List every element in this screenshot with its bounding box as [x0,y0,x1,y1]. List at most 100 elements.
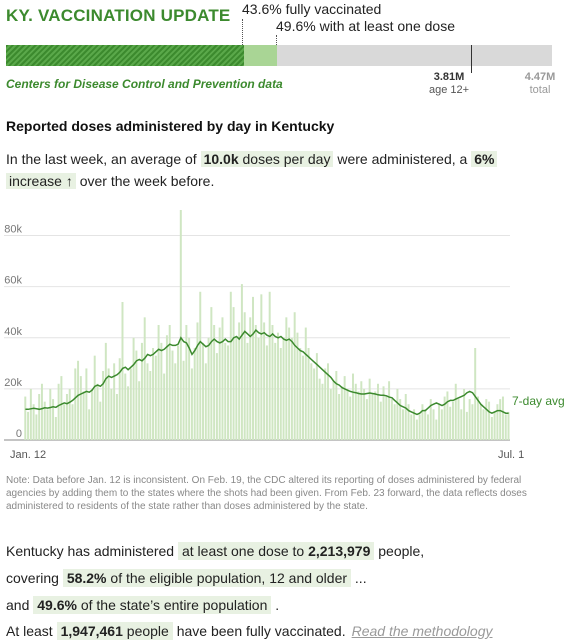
dose-bar [29,388,32,440]
dose-bar [438,404,441,440]
stat-text: covering [6,570,63,586]
dose-bar [482,409,485,440]
stat-text: Kentucky has administered [6,543,178,559]
dose-bar [52,399,55,440]
dose-bar [104,342,107,440]
dose-bar [232,307,235,440]
dose-bar [318,378,321,440]
dose-bar [465,411,468,440]
dose-bar [443,396,446,440]
dose-bar [160,342,163,440]
dose-bar [71,404,74,440]
dose-bar [132,337,135,440]
dose-bar [263,322,266,440]
dose-bar [271,325,274,440]
dose-bar [265,345,268,440]
dose-bar [246,342,249,440]
dose-bar [321,383,324,440]
dose-bar [68,388,71,440]
dose-bar [485,399,488,440]
dose-bar [46,409,49,440]
dose-bar [365,399,368,440]
eligible-pct: 58.2% [66,570,107,586]
dose-bar [88,409,91,440]
avg-doses-value: 10.0k [203,151,239,167]
dose-bar [371,394,374,440]
up-arrow-icon: ↑ [65,173,73,189]
dose-bar [243,312,246,440]
fully-vaccinated-count: 1,947,461 [60,623,123,639]
dose-bar [471,404,474,440]
fully-vaccinated-label: 43.6% fully vaccinated [242,1,382,17]
dose-bar [152,348,155,440]
dose-bar [54,417,57,440]
fully-vaccinated-fill [6,45,245,66]
dose-bar [374,391,377,440]
stat-highlight: 49.6% of the state’s entire population [33,596,272,614]
dose-bar [290,337,293,440]
dose-bar [368,378,371,440]
dose-bar [113,363,116,440]
dose-bar [463,388,466,440]
dose-bar [257,337,260,440]
dose-bar [421,404,424,440]
stat-text: of the eligible population, 12 and older [106,570,348,586]
doses-chart: 0 20k 40k 60k 80k 7-day avg Jan. 12 Jul. 1 [4,210,565,461]
page-title: KY. VACCINATION UPDATE [6,6,231,25]
dose-bar [504,414,507,440]
stat-highlight: 1,947,461 people [56,622,173,640]
dose-bar [118,358,121,440]
dose-bar [240,284,243,440]
dose-bar [501,396,504,440]
dose-bar [429,399,432,440]
dose-bar [315,353,318,440]
dose-bar [457,399,460,440]
chart-title: Reported doses administered by day in Ke… [6,118,335,134]
dose-bar [127,386,130,440]
eligible-population-label: age 12+ [428,84,470,96]
dose-bar [218,327,221,440]
dose-bar [229,291,232,440]
dose-bar [235,337,238,440]
dose-bar [335,371,338,440]
stat-line-one-dose: Kentucky has administered at least one d… [6,542,424,560]
dose-bar [304,327,307,440]
dose-bar [165,335,168,440]
stat-text: ... [351,570,367,586]
methodology-link[interactable]: Read the methodology [351,623,493,639]
dose-bar [82,391,85,440]
stat-line-fully-vaccinated: At least 1,947,461 people have been full… [6,622,493,640]
stat-line-population: and 49.6% of the state’s entire populati… [6,596,279,614]
dose-bar [329,388,332,440]
dose-bar [474,348,477,440]
dose-bar [149,371,152,440]
dose-bar [327,363,329,440]
dose-bar [154,355,157,440]
dose-bar [40,383,43,440]
dose-bar [376,383,379,440]
stat-text: people [122,623,169,639]
dose-bar [274,342,277,440]
dose-bar [115,394,118,440]
dose-bar [268,291,271,440]
dose-bar [499,399,502,440]
change-direction-highlight: increase ↑ [6,173,76,189]
total-population-label: total [529,84,551,96]
dose-bar [227,345,230,440]
avg-line-label: 7-day avg [512,394,565,408]
dose-bar [27,411,30,440]
summary-text: were administered, a [333,151,472,167]
dose-bar [349,396,352,440]
dose-bar [140,342,143,440]
dose-bar [171,350,174,440]
dose-bar [288,327,291,440]
dose-bar [163,373,166,440]
eligible-population-value: 3.81M [433,71,465,83]
dose-bar [468,399,471,440]
dose-bar [77,360,80,440]
dose-bar [449,406,452,440]
dose-bar [307,348,310,440]
dose-bar [121,302,124,440]
dose-bar [324,368,327,440]
dose-bar [74,368,77,440]
